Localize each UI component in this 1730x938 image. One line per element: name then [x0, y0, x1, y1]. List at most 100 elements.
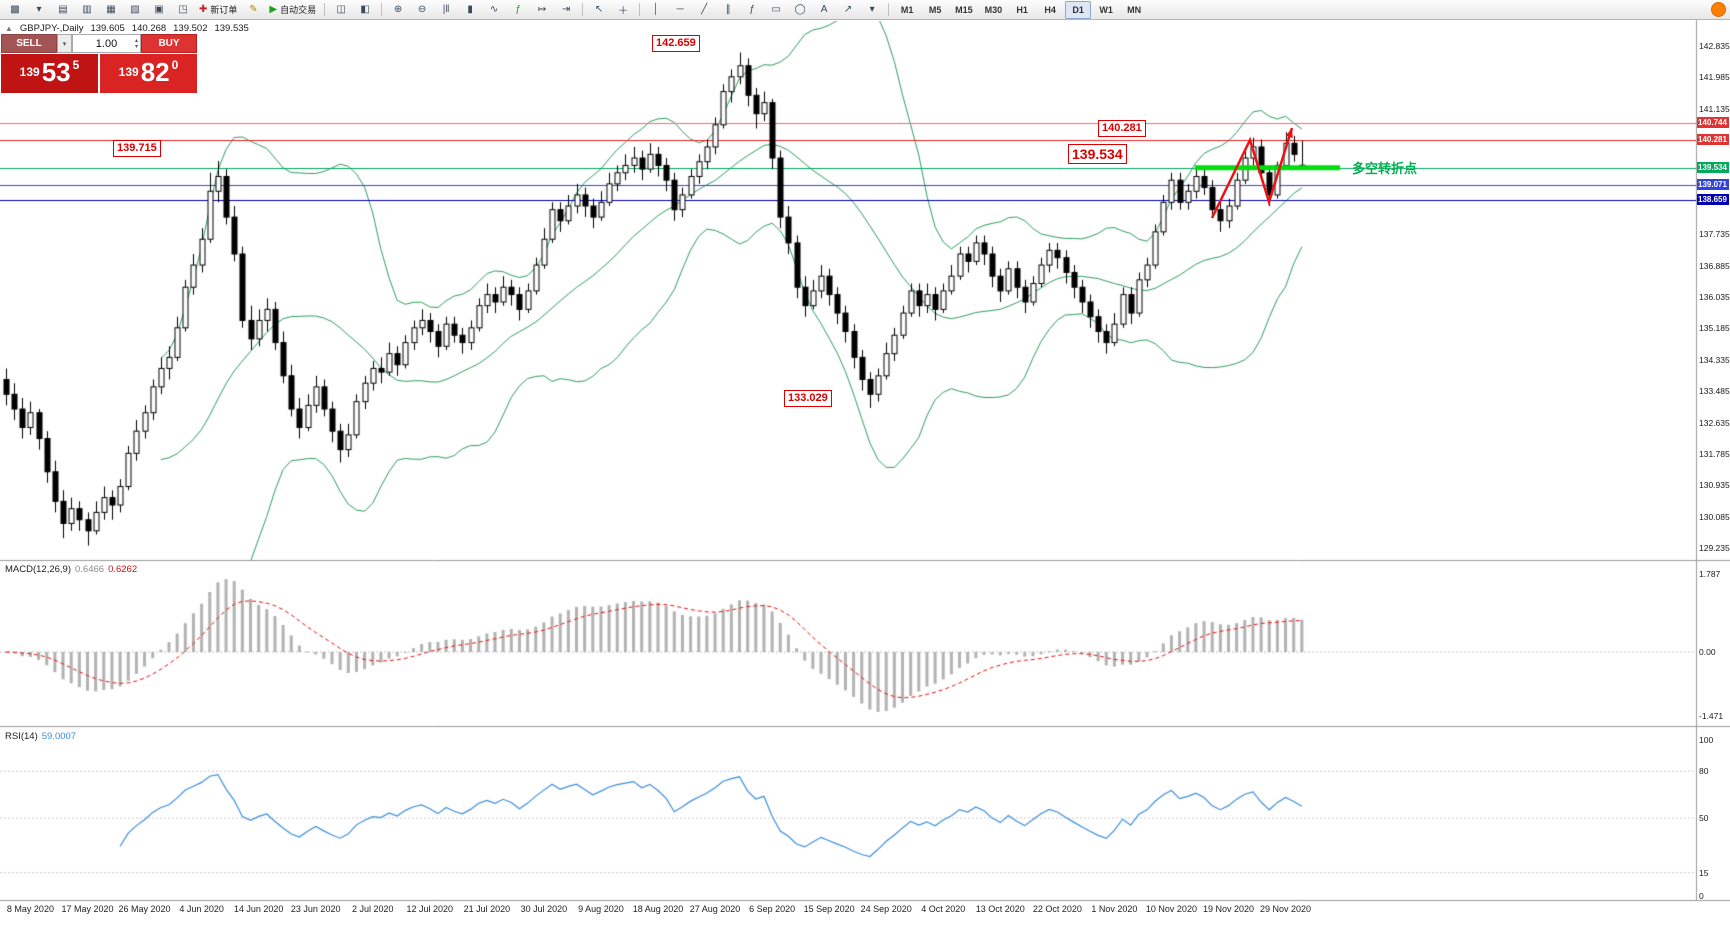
autotrading-button: ▶ — [269, 4, 278, 15]
shapes-icon[interactable]: ▭ — [765, 1, 787, 19]
arrow-dropdown-icon: ▾ — [869, 4, 875, 15]
ellipse-icon[interactable]: ◯ — [789, 1, 811, 19]
chart-dropdown-icon: ▾ — [36, 4, 42, 15]
metaeditor-icon: ✎ — [249, 4, 258, 15]
timeframe-d1[interactable]: D1 — [1065, 0, 1092, 19]
bar-chart-icon: |‖ — [442, 4, 450, 15]
channel-icon[interactable]: ∥ — [717, 1, 739, 19]
text-icon[interactable]: A — [813, 1, 835, 19]
chart-dropdown-icon[interactable]: ▾ — [28, 1, 50, 19]
new-chart-icon[interactable]: ▩ — [4, 1, 26, 19]
timeframe-h1[interactable]: H1 — [1016, 4, 1028, 15]
rsi-axis-tick: 80 — [1699, 766, 1709, 777]
timeframe-m5[interactable]: M5 — [928, 4, 942, 15]
cursor-icon[interactable]: ↖ — [588, 1, 610, 19]
buy-quote[interactable]: 139 82 0 — [100, 54, 197, 93]
arrow-tool-icon[interactable]: ↗ — [837, 1, 859, 19]
macd-axis-tick: 1.787 — [1699, 569, 1721, 580]
strategy-tester-icon: ◳ — [178, 4, 188, 15]
turning-point-note[interactable]: 多空转折点 — [1352, 161, 1418, 176]
date-axis-label: 6 Sep 2020 — [749, 904, 796, 914]
price-axis-tick: 129.235 — [1699, 543, 1730, 553]
sell-button[interactable]: SELL — [1, 34, 57, 53]
date-axis-label: 15 Sep 2020 — [803, 904, 855, 914]
timeframe-m1[interactable]: M1 — [900, 4, 914, 15]
auto-scroll-icon[interactable]: ↦ — [531, 1, 553, 19]
volume-input[interactable]: 1.00 ▴ ▾ — [72, 34, 141, 53]
one-click-trading-panel: SELL ▾ 1.00 ▴ ▾ BUY 139 53 5 139 82 0 — [1, 34, 197, 93]
market-watch-icon[interactable]: ▥ — [76, 1, 98, 19]
toolbar-separator — [888, 3, 890, 16]
chart-shift-icon[interactable]: ⇥ — [555, 1, 577, 19]
autotrading-button[interactable]: ▶ 自动交易 — [266, 1, 319, 19]
order-type-dropdown[interactable]: ▾ — [57, 34, 72, 53]
line-chart-icon[interactable]: ∿ — [483, 1, 505, 19]
arrow-dropdown-icon[interactable]: ▾ — [861, 1, 883, 19]
data-window-icon: ▦ — [106, 4, 116, 15]
rsi-axis-tick: 15 — [1699, 867, 1709, 878]
horizontal-line-icon: ─ — [676, 4, 684, 15]
fibonacci-icon[interactable]: ƒ — [741, 1, 763, 19]
crosshair-icon: ＋ — [618, 6, 629, 17]
ellipse-icon: ◯ — [794, 4, 806, 15]
navigator-icon[interactable]: ▧ — [124, 1, 146, 19]
profiles-icon: ▤ — [58, 4, 68, 15]
metaeditor-icon[interactable]: ✎ — [242, 1, 264, 19]
new-order-button[interactable]: ✚ 新订单 — [196, 1, 240, 19]
timeframe-w1[interactable]: W1 — [1099, 4, 1113, 15]
terminal-icon[interactable]: ▣ — [148, 1, 170, 19]
price-axis-tag: 138.659 — [1697, 194, 1729, 206]
channel-icon: ∥ — [725, 4, 731, 15]
price-callout[interactable]: 139.715 — [113, 140, 161, 157]
macd-axis-tick: -1.471 — [1699, 711, 1724, 722]
horizontal-line-icon[interactable]: ─ — [669, 1, 691, 19]
buy-button[interactable]: BUY — [141, 34, 197, 53]
trendline-icon[interactable]: ╱ — [693, 1, 715, 19]
price-axis-tick: 133.485 — [1699, 386, 1730, 397]
bar-chart-icon[interactable]: |‖ — [435, 1, 457, 19]
date-axis-label: 17 May 2020 — [61, 904, 114, 914]
macd-indicator-label: MACD(12,26,9) 0.6466 0.6262 — [5, 564, 138, 575]
auto-scroll-icon: ↦ — [537, 4, 547, 15]
zoom-out-icon[interactable]: ⊖ — [411, 1, 433, 19]
cascade-windows-icon[interactable]: ◫ — [330, 1, 352, 19]
tile-windows-icon[interactable]: ◧ — [354, 1, 376, 19]
candle-chart-icon[interactable]: ▮ — [459, 1, 481, 19]
symbol-name: GBPJPY-,Daily — [19, 23, 84, 34]
data-window-icon[interactable]: ▦ — [100, 1, 122, 19]
crosshair-icon[interactable]: ＋ — [612, 1, 634, 19]
timeframe-m30[interactable]: M30 — [984, 4, 1003, 15]
price-callout[interactable]: 140.281 — [1098, 120, 1146, 137]
autotrading-button-label: 自动交易 — [280, 5, 317, 15]
zoom-in-icon[interactable]: ⊕ — [387, 1, 409, 19]
high-value: 140.268 — [131, 23, 167, 34]
low-value: 139.502 — [173, 23, 208, 34]
timeframe-h4[interactable]: H4 — [1044, 4, 1056, 15]
price-callout[interactable]: 139.534 — [1068, 144, 1127, 164]
date-axis-label: 30 Jul 2020 — [520, 904, 568, 914]
price-callout[interactable]: 133.029 — [784, 390, 832, 407]
navigator-icon: ▧ — [130, 4, 140, 15]
volume-spinner[interactable]: ▴ ▾ — [134, 37, 138, 50]
chart-shift-icon: ⇥ — [561, 4, 571, 15]
price-callout[interactable]: 142.659 — [652, 35, 700, 52]
indicators-icon: ƒ — [515, 4, 521, 15]
community-icon[interactable] — [1711, 2, 1726, 17]
cascade-windows-icon: ◫ — [336, 4, 346, 15]
timeframe-mn[interactable]: MN — [1127, 4, 1142, 15]
arrow-tool-icon: ↗ — [843, 4, 853, 15]
indicators-icon[interactable]: ƒ — [507, 1, 529, 19]
sell-quote[interactable]: 139 53 5 — [1, 54, 98, 93]
vertical-line-icon[interactable]: │ — [645, 1, 667, 19]
price-axis-tick: 135.185 — [1699, 323, 1730, 334]
strategy-tester-icon[interactable]: ◳ — [172, 1, 194, 19]
toolbar-separator — [381, 3, 383, 16]
price-axis-tick: 130.935 — [1699, 480, 1730, 491]
profiles-icon[interactable]: ▤ — [52, 1, 74, 19]
open-value: 139.605 — [90, 23, 125, 34]
new-order-button: ✚ — [199, 4, 208, 15]
price-axis-tick: 136.885 — [1699, 260, 1730, 271]
vertical-line-icon: │ — [653, 4, 660, 15]
timeframe-m15[interactable]: M15 — [955, 4, 973, 15]
